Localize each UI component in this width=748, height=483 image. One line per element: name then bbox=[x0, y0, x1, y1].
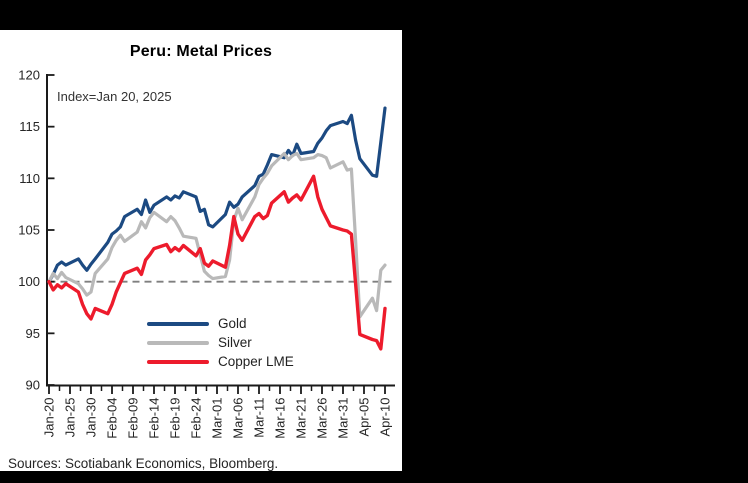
y-tick-label: 110 bbox=[19, 171, 40, 186]
source-text: Sources: Scotiabank Economics, Bloomberg… bbox=[8, 456, 279, 471]
x-tick-label: Feb-09 bbox=[126, 398, 141, 439]
x-tick-label: Apr-10 bbox=[378, 398, 393, 437]
x-tick-label: Feb-04 bbox=[105, 398, 120, 439]
chart-panel: 120 115 110 105 100 95 90 Jan-20 Jan-25 Jan-30 Feb… bbox=[0, 30, 402, 471]
x-tick-label: Mar-21 bbox=[294, 398, 309, 439]
legend-item-copper: Copper LME bbox=[147, 352, 294, 371]
series-line-gold bbox=[47, 106, 387, 284]
x-tick-label: Mar-26 bbox=[315, 398, 330, 439]
x-tick-label: Feb-19 bbox=[168, 398, 183, 439]
legend-item-gold: Gold bbox=[147, 314, 294, 333]
silver-line-swatch bbox=[147, 340, 209, 345]
x-tick-label: Feb-14 bbox=[147, 398, 162, 439]
x-tick-label: Mar-11 bbox=[252, 398, 267, 438]
legend-label-silver: Silver bbox=[218, 335, 252, 350]
y-tick-label: 100 bbox=[18, 274, 40, 289]
x-tick-label: Jan-30 bbox=[84, 398, 99, 438]
x-tick-label: Mar-31 bbox=[336, 398, 351, 439]
y-tick-label: 90 bbox=[26, 378, 40, 393]
x-tick-label: Mar-01 bbox=[210, 398, 225, 439]
series-line-silver bbox=[47, 151, 387, 319]
x-tick-label: Jan-20 bbox=[42, 398, 57, 438]
series-line-copper-lme bbox=[47, 174, 387, 351]
x-tick-label: Mar-16 bbox=[273, 398, 288, 439]
x-tick-label: Jan-25 bbox=[63, 398, 78, 438]
copper-line-swatch bbox=[147, 359, 209, 364]
y-tick-label: 95 bbox=[26, 326, 40, 341]
x-tick-label: Mar-06 bbox=[231, 398, 246, 439]
index-annotation: Index=Jan 20, 2025 bbox=[57, 89, 172, 104]
y-tick-label: 115 bbox=[19, 119, 40, 134]
y-tick-label: 105 bbox=[18, 223, 40, 238]
legend-label-copper: Copper LME bbox=[218, 354, 294, 369]
x-tick-label: Feb-24 bbox=[189, 398, 204, 439]
gold-line-swatch bbox=[147, 321, 209, 326]
y-tick-label: 120 bbox=[18, 68, 40, 83]
legend-label-gold: Gold bbox=[218, 316, 247, 331]
x-tick-label: Apr-05 bbox=[357, 398, 372, 437]
legend-item-silver: Silver bbox=[147, 333, 294, 352]
legend: Gold Silver Copper LME bbox=[147, 314, 294, 371]
chart-title: Peru: Metal Prices bbox=[129, 43, 273, 60]
